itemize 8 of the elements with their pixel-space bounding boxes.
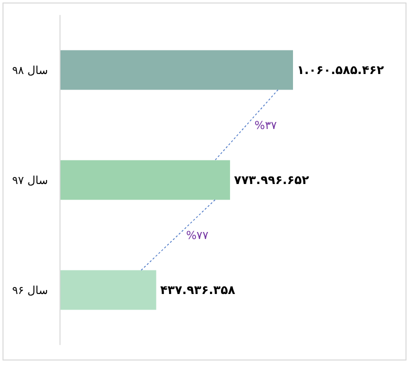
annotation: %۷۷ <box>186 229 208 242</box>
data-label: ۴۳۷.۹۳۶.۳۵۸ <box>160 283 236 297</box>
data-label: ۱.۰۶۰.۵۸۵.۴۶۲ <box>297 63 385 77</box>
data-label: ۷۷۳.۹۹۶.۶۵۲ <box>234 173 310 187</box>
annotation: %۳۷ <box>254 119 277 132</box>
y-tick-label: سال ۹۶ <box>12 284 48 297</box>
y-tick-label: سال ۹۷ <box>12 174 48 187</box>
y-tick-label: سال ۹۸ <box>12 64 48 77</box>
